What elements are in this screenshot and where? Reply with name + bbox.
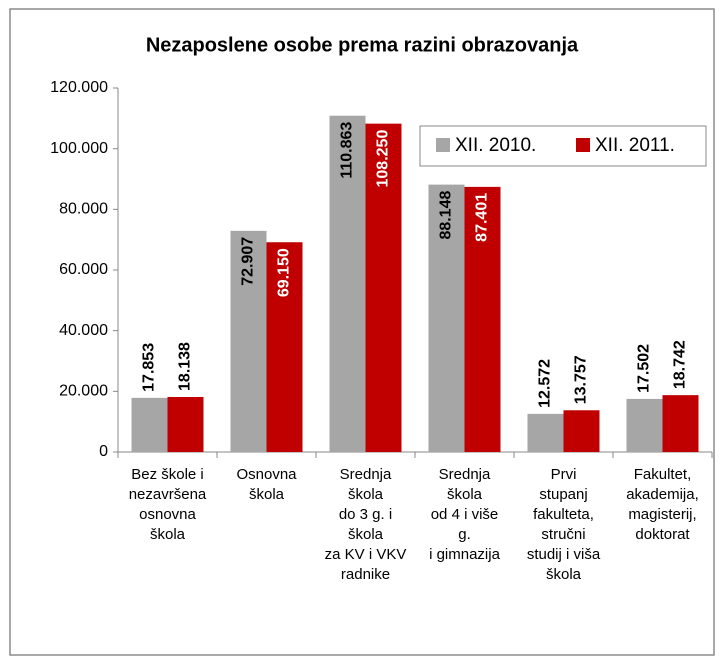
data-label: 12.572 <box>537 359 554 408</box>
data-label: 87.401 <box>474 193 491 242</box>
y-tick-label: 20.000 <box>59 383 108 400</box>
bar <box>230 230 267 452</box>
y-tick-label: 120.000 <box>50 79 108 96</box>
x-tick-label: nezavršena <box>129 486 207 503</box>
x-tick-label: i gimnazija <box>429 546 501 563</box>
x-tick-label: Fakultet, <box>634 466 692 483</box>
legend-label: XII. 2011. <box>595 135 675 156</box>
data-label: 18.742 <box>672 340 689 389</box>
x-tick-label: magisterij, <box>628 506 696 523</box>
y-tick-label: 40.000 <box>59 322 108 339</box>
y-tick-label: 0 <box>99 443 108 460</box>
x-tick-label: od 4 i više <box>431 506 499 523</box>
bar <box>527 413 564 452</box>
y-tick-label: 80.000 <box>59 201 108 218</box>
x-tick-label: fakulteta, <box>533 506 594 523</box>
x-tick-label: do 3 g. i <box>339 506 392 523</box>
x-tick-label: stručni <box>541 526 585 543</box>
data-label: 17.502 <box>636 344 653 393</box>
x-tick-label: Prvi <box>551 466 577 483</box>
bar <box>428 184 465 452</box>
x-tick-label: akademija, <box>626 486 699 503</box>
x-tick-label: škola <box>546 566 582 583</box>
x-tick-label: radnike <box>341 566 390 583</box>
data-label: 13.757 <box>573 355 590 404</box>
legend-swatch <box>436 138 450 152</box>
data-label: 110.863 <box>339 122 356 179</box>
x-tick-label: škola <box>348 526 384 543</box>
legend-label: XII. 2010. <box>455 135 536 156</box>
x-tick-label: g. <box>458 526 471 543</box>
x-tick-label: Srednja <box>439 466 491 483</box>
y-tick-label: 60.000 <box>59 261 108 278</box>
bar <box>626 398 663 452</box>
data-label: 108.250 <box>375 130 392 188</box>
bar <box>662 395 699 452</box>
data-label: 69.150 <box>276 248 293 297</box>
x-tick-label: za KV i VKV <box>325 546 407 563</box>
x-tick-label: škola <box>249 486 285 503</box>
bar <box>563 410 600 452</box>
x-tick-label: Srednja <box>340 466 392 483</box>
data-label: 17.853 <box>141 343 158 392</box>
data-label: 72.907 <box>240 237 257 286</box>
x-tick-label: Bez škole i <box>131 466 204 483</box>
x-tick-label: škola <box>150 526 186 543</box>
bar <box>329 115 366 452</box>
x-tick-label: škola <box>447 486 483 503</box>
bar <box>131 397 168 452</box>
data-label: 18.138 <box>177 342 194 391</box>
y-tick-label: 100.000 <box>50 140 108 157</box>
legend-swatch <box>576 138 590 152</box>
bar <box>365 123 402 453</box>
x-tick-label: osnovna <box>139 506 196 523</box>
x-tick-label: studij i viša <box>527 546 601 563</box>
data-label: 88.148 <box>438 191 455 240</box>
x-tick-label: doktorat <box>635 526 690 543</box>
bar <box>167 396 204 452</box>
chart-title: Nezaposlene osobe prema razini obrazovan… <box>146 34 579 56</box>
bar <box>266 242 303 452</box>
x-tick-label: Osnovna <box>236 466 297 483</box>
x-tick-label: stupanj <box>539 486 587 503</box>
bar <box>464 186 501 452</box>
x-tick-label: škola <box>348 486 384 503</box>
legend-box <box>419 125 707 167</box>
